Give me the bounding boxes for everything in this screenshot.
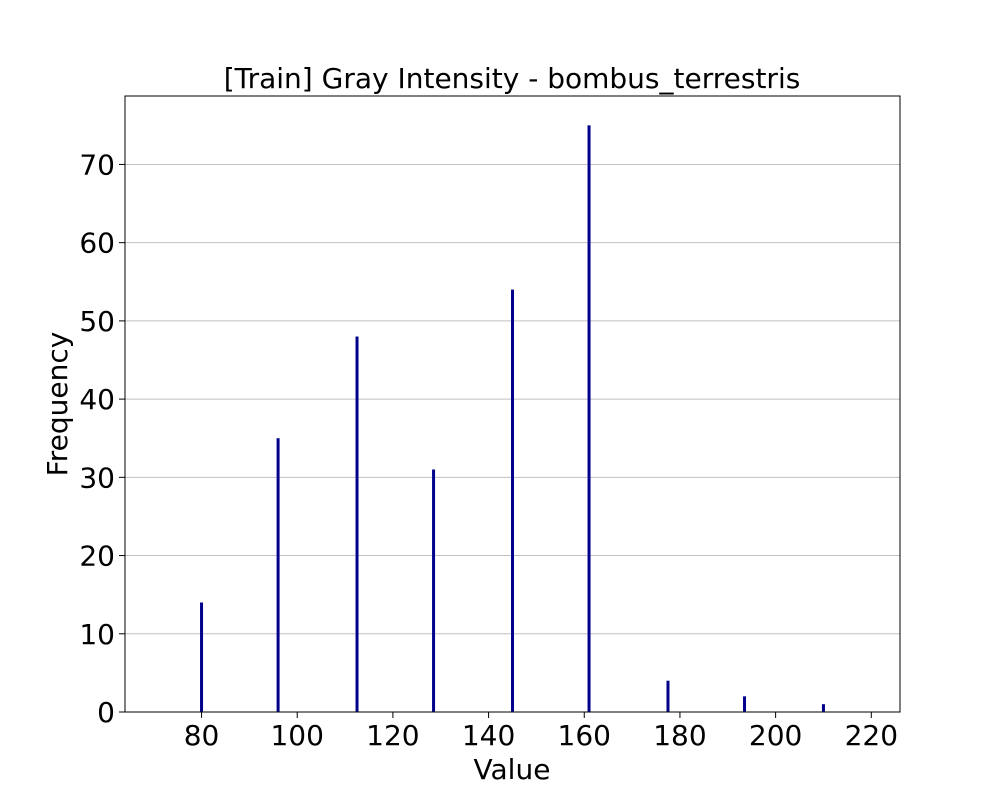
plot-frame [124, 95, 901, 713]
x-axis-label: Value [474, 753, 551, 786]
y-tick-label: 30 [79, 461, 115, 494]
y-tick-label: 50 [79, 305, 115, 338]
x-axis-ticks: 80 100 120 140 160 180 200 220 [184, 712, 898, 752]
histogram-bar [821, 704, 825, 712]
y-tick-label: 60 [79, 227, 115, 260]
y-axis-label: Frequency [41, 332, 74, 477]
chart-title: [Train] Gray Intensity - bombus_terrestr… [224, 62, 801, 95]
y-tick-label: 10 [79, 618, 115, 651]
histogram-bar [743, 696, 747, 712]
histogram-bar [355, 336, 359, 712]
histogram-bar [200, 602, 204, 712]
x-tick-label: 180 [653, 719, 706, 752]
x-tick-label: 140 [462, 719, 515, 752]
y-tick-label: 0 [97, 696, 115, 729]
x-tick-label: 200 [749, 719, 802, 752]
x-tick-label: 120 [366, 719, 419, 752]
bars-group [200, 125, 825, 713]
x-tick-label: 100 [270, 719, 323, 752]
histogram-bar [587, 125, 591, 713]
histogram-bar [666, 680, 670, 712]
y-axis-ticks: 0 10 20 30 40 50 60 70 [79, 148, 125, 729]
histogram-bar [511, 289, 514, 712]
x-tick-label: 220 [845, 719, 898, 752]
y-tick-label: 20 [79, 540, 115, 573]
y-tick-label: 40 [79, 383, 115, 416]
x-tick-label: 160 [558, 719, 611, 752]
x-tick-label: 80 [184, 719, 220, 752]
histogram-bar [276, 438, 280, 712]
y-tick-label: 70 [79, 148, 115, 181]
histogram-bar [432, 469, 436, 712]
